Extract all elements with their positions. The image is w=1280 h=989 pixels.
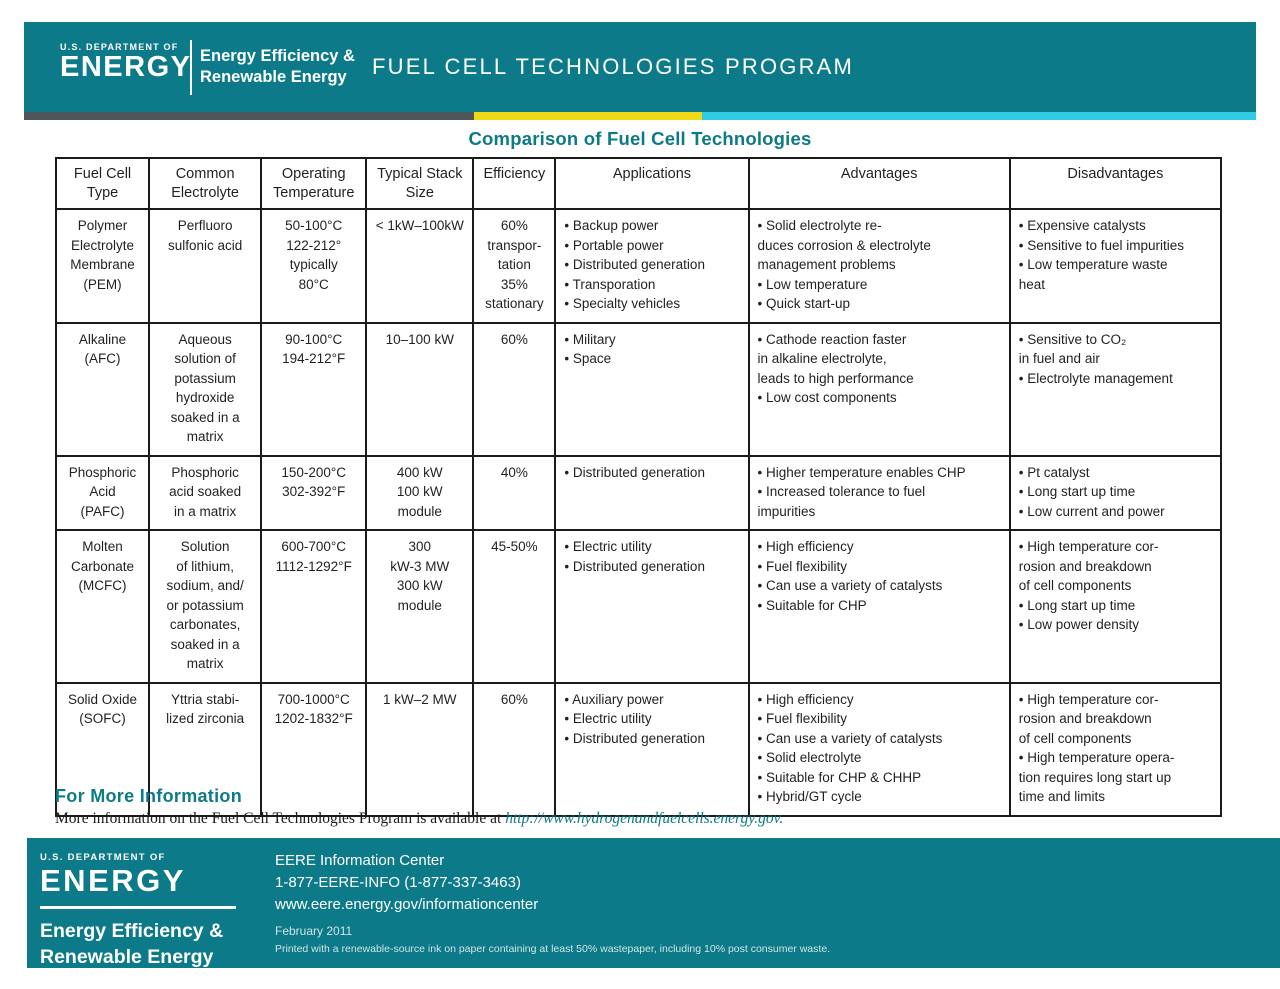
column-header: Operating Temperature — [260, 157, 368, 210]
table-cell: • Auxiliary power • Electric utility • Dis… — [554, 681, 750, 817]
table-cell: • Sensitive to CO₂ in fuel and air • Elect… — [1008, 321, 1223, 457]
footer-phone: 1-877-EERE-INFO (1-877-337-3463) — [275, 874, 521, 891]
table-row: Polymer Electrolyte Membrane (PEM) Perfluoro… — [54, 208, 1223, 324]
table-cell: • High efficiency • Fuel flexibility • Can… — [747, 681, 1011, 817]
doe-logo: U.S. DEPARTMENT OF ENERGY — [60, 42, 191, 82]
table-cell: • Cathode reaction faster in alkaline ele… — [747, 321, 1011, 457]
table-cell: • Pt catalyst • Long start up time • Low c… — [1008, 454, 1223, 531]
footer-office-line2: Renewable Energy — [40, 946, 214, 969]
table-cell: 60% — [472, 681, 557, 817]
header-banner: U.S. DEPARTMENT OF ENERGY Energy Efficie… — [24, 22, 1256, 112]
column-header: Advantages — [747, 157, 1011, 210]
more-info-heading: For More Information — [55, 786, 242, 806]
doe-wordmark: ENERGY — [60, 51, 192, 83]
table-cell: Phosphoric Acid (PAFC) — [54, 454, 151, 531]
table-row: Molten Carbonate (MCFC) Solution of lithium,… — [54, 529, 1223, 684]
table-cell: • High efficiency • Fuel flexibility • Can… — [747, 529, 1011, 684]
accent-bar — [24, 112, 1256, 120]
table-cell: 400 kW 100 kW module — [365, 454, 475, 531]
comparison-table: Fuel Cell Type Common Electrolyte Operating T… — [54, 157, 1223, 817]
footer-info-center: EERE Information Center — [275, 852, 445, 869]
table-cell: • Expensive catalysts • Sensitive to fuel… — [1008, 208, 1223, 324]
table-cell: Aqueous solution of potassium hydroxide soak… — [148, 321, 263, 457]
table-cell: 600-700°C 1112-1292°F — [260, 529, 368, 684]
table-cell: • Higher temperature enables CHP • Increa… — [747, 454, 1011, 531]
accent-segment-cyan — [702, 112, 1256, 120]
table-cell: 90-100°C 194-212°F — [260, 321, 368, 457]
footer-doe-logo: U.S. DEPARTMENT OF ENERGY Energy Efficie… — [40, 852, 236, 971]
footer-doe-wordmark: ENERGY — [40, 863, 186, 898]
page-title: Comparison of Fuel Cell Technologies — [468, 128, 812, 149]
table-cell: Yttria stabi-lized zirconia — [148, 681, 263, 817]
footer-contact-block: EERE Information Center 1-877-EERE-INFO … — [275, 852, 830, 955]
table-body: Polymer Electrolyte Membrane (PEM) Perfluoro… — [54, 208, 1223, 817]
table-cell: 700-1000°C 1202-1832°F — [260, 681, 368, 817]
column-header: Efficiency — [472, 157, 557, 210]
table-cell: 60% transpor-tation 35% stationary — [472, 208, 557, 324]
table-cell: Phosphoric acid soaked in a matrix — [148, 454, 263, 531]
table-cell: 300 kW-3 MW 300 kW module — [365, 529, 475, 684]
table-cell: • Distributed generation — [554, 454, 750, 531]
office-line1: Energy Efficiency & — [200, 47, 355, 65]
column-header: Applications — [554, 157, 750, 210]
table-cell: • Backup power • Portable power • Distribu… — [554, 208, 750, 324]
table-cell: Alkaline (AFC) — [54, 321, 151, 457]
table-cell: • Military • Space — [554, 321, 750, 457]
table-cell: • High temperature cor-rosion and breakd… — [1008, 529, 1223, 684]
more-info-text: More information on the Fuel Cell Techno… — [55, 810, 506, 827]
table-cell: Molten Carbonate (MCFC) — [54, 529, 151, 684]
table-row: Alkaline (AFC) Aqueous solution of potassium… — [54, 321, 1223, 457]
table-cell: 1 kW–2 MW — [365, 681, 475, 817]
footer-banner: U.S. DEPARTMENT OF ENERGY Energy Efficie… — [27, 838, 1280, 968]
table-row: Phosphoric Acid (PAFC) Phosphoric acid soake… — [54, 454, 1223, 531]
table-cell: 50-100°C 122-212° typically 80°C — [260, 208, 368, 324]
table-cell: 45-50% — [472, 529, 557, 684]
footer-printed-note: Printed with a renewable-source ink on p… — [275, 943, 831, 955]
column-header: Typical Stack Size — [365, 157, 475, 210]
more-info-section: For More Information More information on… — [55, 786, 1215, 828]
table-cell: • Solid electrolyte re-duces corrosion &… — [747, 208, 1011, 324]
accent-segment-yellow — [474, 112, 702, 120]
doe-dept-small: U.S. DEPARTMENT OF — [60, 42, 179, 52]
footer-office-line1: Energy Efficiency & — [40, 920, 224, 942]
office-name: Energy Efficiency & Renewable Energy — [200, 46, 355, 89]
footer-dept-small: U.S. DEPARTMENT OF — [40, 852, 166, 863]
table-header: Fuel Cell Type Common Electrolyte Operating T… — [54, 157, 1223, 210]
column-header: Common Electrolyte — [148, 157, 263, 210]
footer-url: www.eere.energy.gov/informationcenter — [275, 896, 539, 913]
accent-segment-gray — [24, 112, 474, 120]
table-cell: 60% — [472, 321, 557, 457]
footer-date: February 2011 — [275, 924, 353, 938]
footer-office-name: Energy Efficiency & Renewable Energy — [40, 918, 236, 971]
table-cell: < 1kW–100kW — [365, 208, 475, 324]
table-cell: 40% — [472, 454, 557, 531]
table-container: Fuel Cell Type Common Electrolyte Operating T… — [54, 157, 1223, 817]
footer-logo-rule — [40, 906, 236, 909]
program-url-link[interactable]: http://www.hydrogenandfuelcells.energy.g… — [505, 810, 784, 827]
program-title: FUEL CELL TECHNOLOGIES PROGRAM — [372, 54, 855, 79]
table-cell: 10–100 kW — [365, 321, 475, 457]
table-row: Solid Oxide (SOFC) Yttria stabi-lized zirc… — [54, 681, 1223, 817]
table-cell: Solid Oxide (SOFC) — [54, 681, 151, 817]
office-line2: Renewable Energy — [200, 68, 347, 87]
table-cell: 150-200°C 302-392°F — [260, 454, 368, 531]
column-header: Disadvantages — [1008, 157, 1223, 210]
table-cell: Solution of lithium, sodium, and/or potass… — [148, 529, 263, 684]
table-cell: • High temperature cor-rosion and breakd… — [1008, 681, 1223, 817]
column-header: Fuel Cell Type — [54, 157, 151, 210]
table-cell: • Electric utility • Distributed generati… — [554, 529, 750, 684]
table-cell: Polymer Electrolyte Membrane (PEM) — [54, 208, 151, 324]
table-cell: Perfluoro sulfonic acid — [148, 208, 263, 324]
logo-divider — [190, 40, 192, 95]
